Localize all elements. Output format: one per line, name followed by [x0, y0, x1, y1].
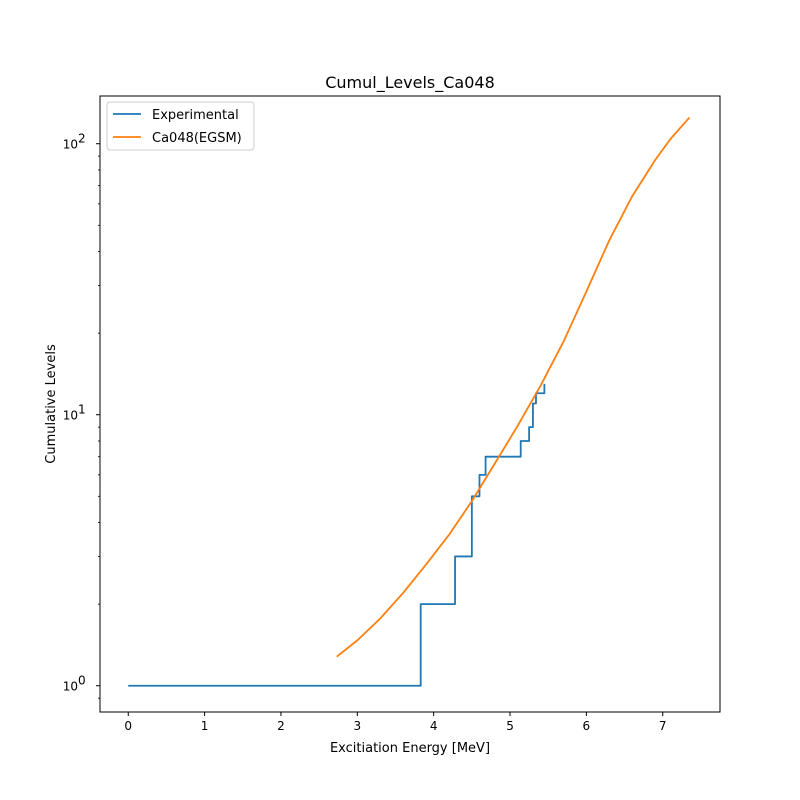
- x-axis-label: Excitiation Energy [MeV]: [330, 741, 490, 756]
- legend: Experimental Ca048(EGSM): [106, 101, 255, 151]
- y-tick-label: 10: [63, 409, 78, 423]
- y-tick-label: 10: [63, 138, 78, 152]
- x-tick-label: 1: [201, 719, 209, 733]
- series-line-egsm: [336, 116, 691, 658]
- plot-frame: [99, 95, 721, 713]
- series-layer: [128, 116, 691, 687]
- x-axis-ticks: 0 1 2 3 4 5 6 7: [124, 712, 667, 733]
- y-tick-exponent: 0: [78, 674, 86, 688]
- x-tick-label: 0: [124, 719, 132, 733]
- x-tick-label: 4: [430, 719, 438, 733]
- x-tick-label: 7: [659, 719, 667, 733]
- plot-area: [100, 96, 720, 712]
- y-tick-exponent: 1: [78, 403, 86, 417]
- x-tick-label: 5: [506, 719, 514, 733]
- y-tick-label: 10: [63, 680, 78, 694]
- x-tick-label: 6: [583, 719, 591, 733]
- legend-label-egsm: Ca048(EGSM): [152, 131, 242, 146]
- series-line-experimental: [128, 383, 546, 687]
- x-tick-label: 3: [353, 719, 361, 733]
- legend-box: [106, 101, 255, 151]
- y-axis-label: Cumulative Levels: [44, 344, 59, 464]
- chart-title: Cumul_Levels_Ca048: [325, 73, 495, 93]
- y-tick-exponent: 2: [78, 132, 86, 146]
- x-tick-label: 2: [277, 719, 285, 733]
- legend-label-experimental: Experimental: [152, 108, 239, 123]
